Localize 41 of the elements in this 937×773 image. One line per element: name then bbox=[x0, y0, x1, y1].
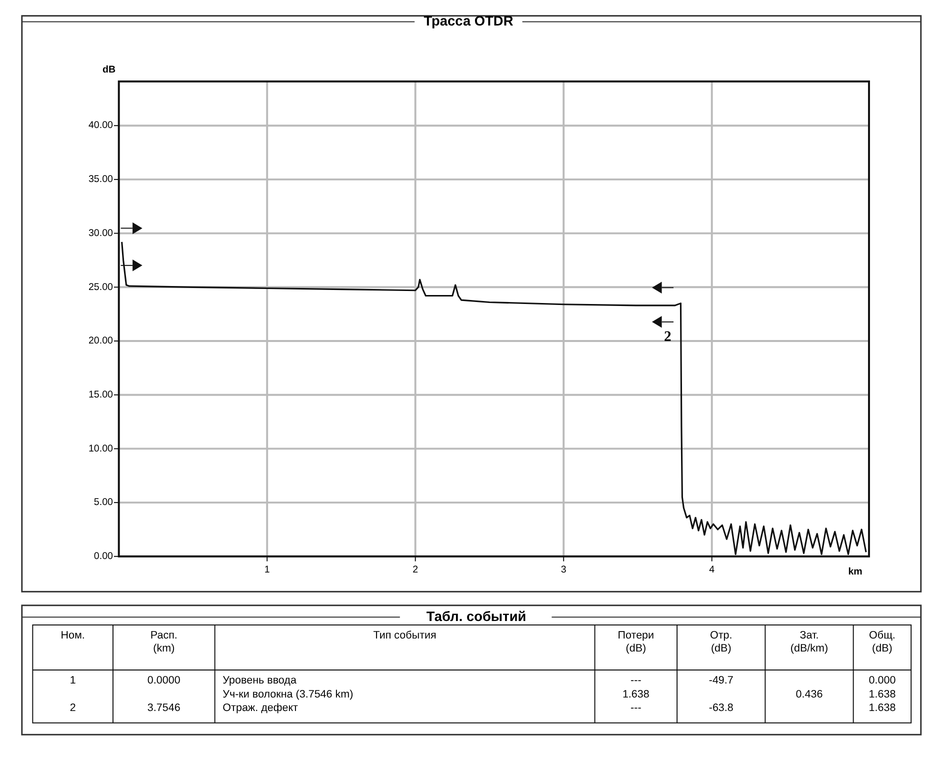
y-tick-label: 35.00 bbox=[88, 174, 114, 186]
y-tick-label: 0.00 bbox=[94, 551, 114, 562]
x-tick-label: 3 bbox=[560, 564, 567, 576]
category-label: Потери (dB) bbox=[618, 630, 654, 654]
text: --- bbox=[630, 702, 642, 714]
text: Отраж. дефект bbox=[222, 702, 298, 714]
y-tick-label: 5.00 bbox=[94, 497, 114, 508]
category-label: Зат. (dB/km) bbox=[790, 630, 828, 654]
text: Уровень ввода bbox=[222, 674, 296, 687]
text: 3.7546 bbox=[147, 702, 180, 714]
chart-title: Трасса OTDR bbox=[424, 13, 514, 28]
y-tick-label: 20.00 bbox=[88, 336, 114, 347]
category-label: Расп. (km) bbox=[150, 630, 178, 654]
category-label: Отр. (dB) bbox=[710, 630, 732, 654]
text: Уч-ки волокна (3.7546 km) bbox=[222, 688, 354, 700]
x-tick-label: 2 bbox=[412, 564, 418, 576]
text: -49.7 bbox=[708, 674, 734, 687]
text: 1.638 bbox=[868, 702, 896, 714]
category-label: Общ. (dB) bbox=[869, 630, 896, 654]
y-tick-label: 25.00 bbox=[88, 282, 114, 293]
y-tick-label: 10.00 bbox=[88, 443, 114, 454]
text: 0.0000 bbox=[147, 674, 180, 687]
x-tick-label: 4 bbox=[709, 564, 716, 576]
text: --- bbox=[630, 674, 642, 687]
annotation: 2 bbox=[664, 328, 672, 345]
category-label: Ном. bbox=[60, 630, 85, 642]
x-tick-label: 1 bbox=[264, 564, 270, 576]
text: -63.8 bbox=[708, 702, 734, 714]
y-tick-label: 40.00 bbox=[88, 120, 114, 132]
text: 0.436 bbox=[796, 688, 823, 700]
text: 2 bbox=[70, 702, 76, 714]
y-tick-label: 15.00 bbox=[88, 389, 114, 400]
text: Табл. событий bbox=[426, 608, 526, 624]
y-axis-title: dB bbox=[102, 64, 116, 76]
x-axis-title: km bbox=[848, 566, 863, 578]
category-label: Тип события bbox=[373, 630, 437, 642]
text: 0.000 bbox=[868, 674, 896, 687]
y-tick-label: 30.00 bbox=[88, 228, 114, 239]
text: 1.638 bbox=[868, 688, 896, 700]
text: 1.638 bbox=[622, 688, 650, 700]
text: 1 bbox=[70, 674, 76, 687]
